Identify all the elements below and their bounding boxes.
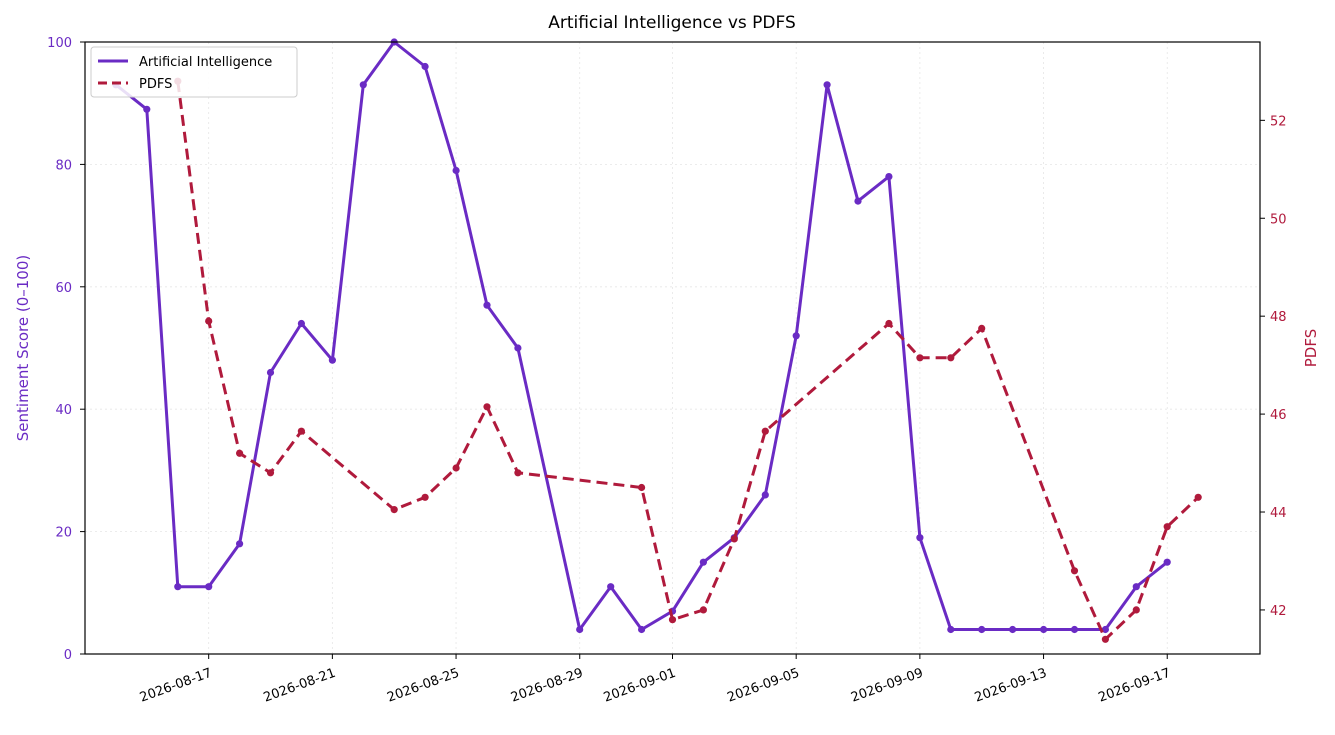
data-point-artificial-intelligence [1009, 625, 1017, 634]
data-point-pdfs [421, 493, 429, 501]
series-line-artificial-intelligence [114, 40, 1169, 631]
data-point-artificial-intelligence [1070, 625, 1079, 634]
y-right-tick-label: 48 [1270, 310, 1287, 325]
data-point-artificial-intelligence [699, 558, 708, 566]
data-point-artificial-intelligence [236, 540, 244, 548]
data-point-pdfs [885, 319, 893, 328]
data-point-pdfs [266, 469, 275, 477]
data-point-artificial-intelligence [947, 625, 955, 634]
data-point-artificial-intelligence [1163, 558, 1171, 566]
data-point-pdfs [1132, 606, 1140, 614]
data-point-pdfs [978, 324, 986, 332]
data-point-pdfs [638, 483, 646, 492]
data-point-artificial-intelligence [638, 625, 646, 634]
data-point-pdfs [668, 616, 677, 624]
legend-label-pdfs: PDFS [139, 77, 172, 92]
y-left-tick-label: 100 [47, 36, 72, 51]
y-left-tick-label: 80 [55, 158, 72, 173]
data-point-artificial-intelligence [328, 356, 336, 364]
data-point-artificial-intelligence [885, 173, 893, 181]
data-point-artificial-intelligence [266, 368, 275, 377]
data-point-artificial-intelligence [421, 62, 429, 71]
data-point-pdfs [236, 449, 244, 457]
data-point-artificial-intelligence [854, 197, 862, 205]
y-left-tick-label: 40 [55, 403, 72, 418]
y-right-tick-label: 52 [1270, 114, 1287, 129]
y-left-axis-label: Sentiment Score (0–100) [14, 255, 32, 441]
data-point-pdfs [205, 317, 213, 325]
y-right-tick-label: 42 [1270, 604, 1287, 619]
data-point-artificial-intelligence [174, 583, 182, 591]
data-point-pdfs [1101, 635, 1109, 643]
data-point-artificial-intelligence [1040, 625, 1048, 634]
data-point-artificial-intelligence [143, 105, 151, 113]
data-point-artificial-intelligence [792, 332, 800, 340]
data-point-pdfs [1070, 567, 1079, 575]
data-point-pdfs [699, 606, 708, 614]
y-right-axis-label: PDFS [1302, 329, 1320, 367]
data-point-pdfs [483, 403, 491, 411]
data-point-artificial-intelligence [514, 344, 522, 352]
data-point-artificial-intelligence [916, 534, 924, 542]
y-left-tick-label: 0 [64, 648, 72, 663]
data-point-artificial-intelligence [297, 319, 305, 328]
chart-title: Artificial Intelligence vs PDFS [548, 13, 796, 33]
data-point-artificial-intelligence [978, 625, 986, 634]
y-right-tick-label: 44 [1270, 506, 1287, 521]
data-point-artificial-intelligence [1132, 583, 1140, 591]
data-point-artificial-intelligence [359, 81, 367, 89]
data-point-pdfs [916, 354, 924, 362]
data-point-pdfs [1163, 523, 1171, 531]
series-line-pdfs [176, 81, 1200, 641]
data-point-artificial-intelligence [761, 491, 769, 499]
data-point-artificial-intelligence [607, 583, 615, 591]
legend-label-artificial-intelligence: Artificial Intelligence [139, 55, 272, 70]
data-point-pdfs [761, 427, 769, 435]
data-point-artificial-intelligence [1101, 625, 1109, 634]
data-point-pdfs [390, 506, 398, 514]
data-point-pdfs [730, 535, 738, 543]
data-point-artificial-intelligence [823, 81, 831, 89]
legend: Artificial Intelligence PDFS [90, 46, 298, 98]
data-point-pdfs [452, 464, 460, 472]
legend-box [90, 46, 298, 98]
data-point-pdfs [947, 354, 955, 362]
y-right-tick-label: 46 [1270, 408, 1287, 423]
y-left-tick-label: 20 [55, 526, 72, 541]
data-point-artificial-intelligence [205, 583, 213, 591]
data-point-artificial-intelligence [452, 166, 460, 175]
data-point-pdfs [1194, 493, 1202, 501]
data-point-artificial-intelligence [483, 301, 491, 309]
data-point-pdfs [514, 469, 522, 477]
data-point-pdfs [297, 427, 305, 435]
y-right-tick-label: 50 [1270, 212, 1287, 227]
data-point-artificial-intelligence [576, 625, 584, 634]
y-left-tick-label: 60 [55, 281, 72, 296]
